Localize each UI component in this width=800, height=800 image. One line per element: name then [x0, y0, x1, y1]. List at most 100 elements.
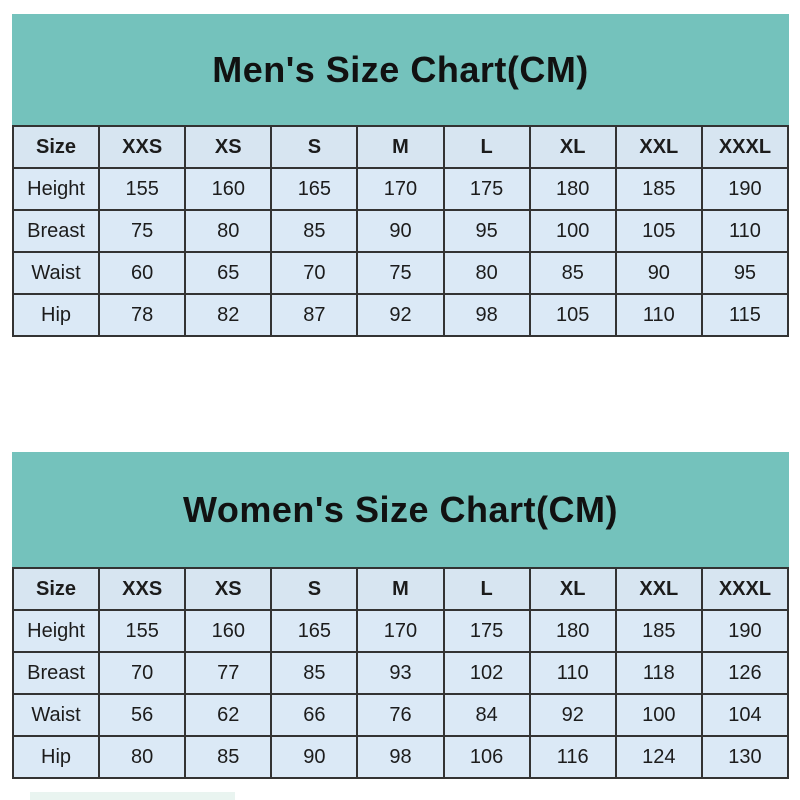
column-header: XS [184, 567, 273, 611]
value-cell: 95 [700, 251, 790, 295]
value-cell: 56 [98, 693, 187, 737]
value-cell: 110 [614, 293, 703, 337]
value-cell: 93 [356, 651, 445, 695]
mens-title-band: Men's Size Chart(CM) [12, 14, 789, 125]
womens-size-table: Size XXS XS S M L XL XXL XXXL Height 155 160 165 170 1… [11, 567, 790, 779]
value-cell: 160 [184, 609, 273, 653]
value-cell: 85 [184, 735, 273, 779]
column-header: Size [11, 125, 101, 169]
value-cell: 190 [700, 167, 790, 211]
value-cell: 190 [700, 609, 790, 653]
column-header: XXS [98, 125, 187, 169]
mens-chart-title: Men's Size Chart(CM) [212, 48, 589, 90]
value-cell: 87 [270, 293, 359, 337]
value-cell: 102 [442, 651, 531, 695]
value-cell: 155 [98, 609, 187, 653]
womens-chart-title: Women's Size Chart(CM) [183, 488, 618, 530]
value-cell: 84 [442, 693, 531, 737]
column-header: M [356, 125, 445, 169]
value-cell: 85 [528, 251, 617, 295]
row-label: Height [11, 609, 101, 653]
value-cell: 80 [442, 251, 531, 295]
value-cell: 180 [528, 167, 617, 211]
column-header: L [442, 125, 531, 169]
value-cell: 110 [528, 651, 617, 695]
header-row: Size XXS XS S M L XL XXL XXXL [11, 125, 790, 169]
value-cell: 82 [184, 293, 273, 337]
value-cell: 116 [528, 735, 617, 779]
row-label: Waist [11, 251, 101, 295]
value-cell: 160 [184, 167, 273, 211]
value-cell: 65 [184, 251, 273, 295]
value-cell: 110 [700, 209, 790, 253]
value-cell: 130 [700, 735, 790, 779]
column-header: M [356, 567, 445, 611]
value-cell: 70 [98, 651, 187, 695]
value-cell: 104 [700, 693, 790, 737]
column-header: S [270, 125, 359, 169]
value-cell: 170 [356, 609, 445, 653]
column-header: XXXL [700, 125, 790, 169]
table-row: Waist 56 62 66 76 84 92 100 104 [11, 693, 790, 737]
mens-size-table: Size XXS XS S M L XL XXL XXXL Height 155 160 165 170 1… [11, 125, 790, 337]
value-cell: 85 [270, 651, 359, 695]
row-label: Height [11, 167, 101, 211]
table-row: Hip 78 82 87 92 98 105 110 115 [11, 293, 790, 337]
row-label: Hip [11, 735, 101, 779]
row-label: Breast [11, 209, 101, 253]
mens-size-chart-section: Men's Size Chart(CM) Size XXS XS S M L XL XXL XX… [11, 14, 790, 337]
value-cell: 92 [356, 293, 445, 337]
value-cell: 75 [356, 251, 445, 295]
value-cell: 106 [442, 735, 531, 779]
value-cell: 98 [356, 735, 445, 779]
row-label: Waist [11, 693, 101, 737]
value-cell: 90 [270, 735, 359, 779]
column-header: XS [184, 125, 273, 169]
value-cell: 165 [270, 167, 359, 211]
table-row: Waist 60 65 70 75 80 85 90 95 [11, 251, 790, 295]
value-cell: 85 [270, 209, 359, 253]
table-row: Breast 75 80 85 90 95 100 105 110 [11, 209, 790, 253]
value-cell: 100 [528, 209, 617, 253]
value-cell: 175 [442, 167, 531, 211]
row-label: Hip [11, 293, 101, 337]
value-cell: 98 [442, 293, 531, 337]
womens-size-chart-section: Women's Size Chart(CM) Size XXS XS S M L XL XXL… [11, 452, 790, 779]
value-cell: 155 [98, 167, 187, 211]
value-cell: 124 [614, 735, 703, 779]
column-header: XL [528, 567, 617, 611]
column-header: XL [528, 125, 617, 169]
column-header: XXXL [700, 567, 790, 611]
value-cell: 62 [184, 693, 273, 737]
cutoff-band [30, 792, 235, 800]
value-cell: 100 [614, 693, 703, 737]
value-cell: 92 [528, 693, 617, 737]
value-cell: 175 [442, 609, 531, 653]
value-cell: 105 [528, 293, 617, 337]
value-cell: 75 [98, 209, 187, 253]
value-cell: 185 [614, 609, 703, 653]
value-cell: 78 [98, 293, 187, 337]
value-cell: 90 [614, 251, 703, 295]
value-cell: 118 [614, 651, 703, 695]
header-row: Size XXS XS S M L XL XXL XXXL [11, 567, 790, 611]
value-cell: 60 [98, 251, 187, 295]
column-header: XXL [614, 567, 703, 611]
row-label: Breast [11, 651, 101, 695]
value-cell: 165 [270, 609, 359, 653]
value-cell: 115 [700, 293, 790, 337]
value-cell: 77 [184, 651, 273, 695]
value-cell: 90 [356, 209, 445, 253]
table-row: Breast 70 77 85 93 102 110 118 126 [11, 651, 790, 695]
value-cell: 80 [184, 209, 273, 253]
value-cell: 76 [356, 693, 445, 737]
value-cell: 95 [442, 209, 531, 253]
value-cell: 185 [614, 167, 703, 211]
value-cell: 170 [356, 167, 445, 211]
table-row: Height 155 160 165 170 175 180 185 190 [11, 609, 790, 653]
column-header: L [442, 567, 531, 611]
womens-title-band: Women's Size Chart(CM) [12, 452, 789, 567]
value-cell: 70 [270, 251, 359, 295]
column-header: XXS [98, 567, 187, 611]
